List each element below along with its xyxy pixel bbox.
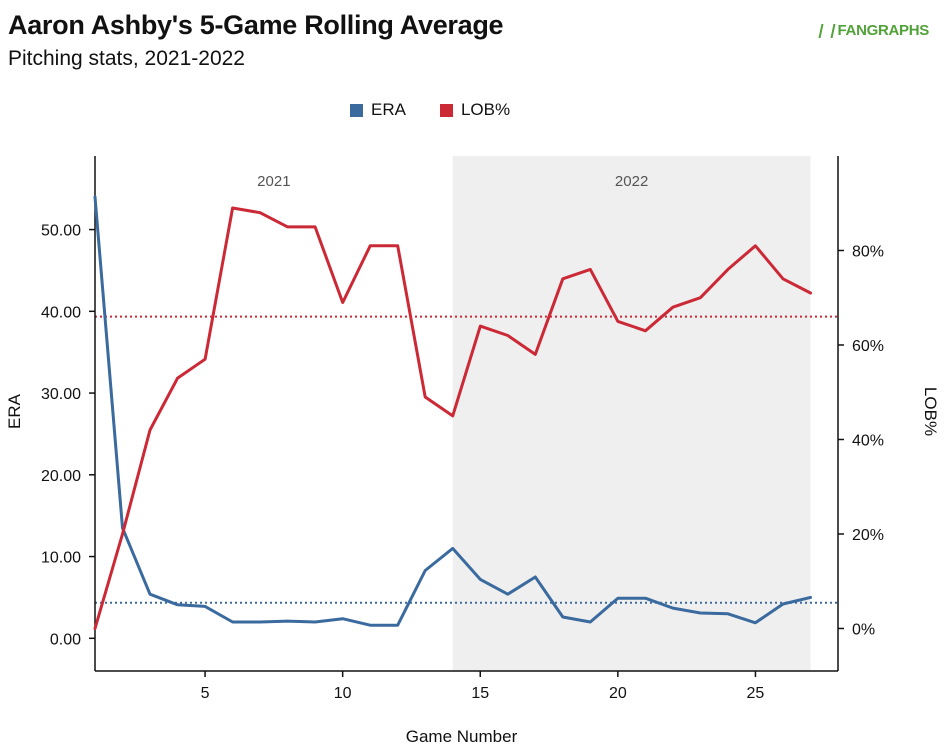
legend-item-lob: LOB% [439, 100, 511, 120]
mean-lines-layer [95, 315, 838, 604]
axes-layer [89, 156, 844, 677]
y-left-tick-label-30: 30.00 [41, 386, 81, 403]
fangraphs-logo: FANGRAPHS [818, 22, 930, 39]
y-left-tick-label-0: 0.00 [50, 631, 81, 648]
y-right-tick-label-0: 0% [852, 621, 875, 638]
series-lines-layer [93, 195, 812, 630]
legend-item-era: ERA [350, 100, 406, 120]
y-axis-title-left: ERA [5, 393, 24, 429]
legend-label-lob: LOB% [460, 100, 511, 119]
legend-label-era: ERA [371, 100, 406, 119]
season-shading-layer [452, 156, 811, 671]
y-left-tick-label-40: 40.00 [41, 304, 81, 321]
series-line-era [93, 195, 812, 627]
chart-subtitle: Pitching stats, 2021-2022 [8, 47, 245, 70]
series-line-lob-pct [93, 206, 812, 630]
season-label-2022: 2022 [615, 173, 648, 190]
y-right-tick-label-40: 40% [852, 432, 884, 449]
legend-swatch-lob [439, 103, 453, 117]
season-shading-2022 [452, 156, 811, 671]
y-right-tick-label-60: 60% [852, 338, 884, 355]
x-axis-title: Game Number [406, 727, 518, 746]
x-tick-label-20: 20 [609, 685, 627, 702]
labels-layer: 2021 2022 5 10 15 20 25 0.00 10.00 20.00 30.00 40.0… [5, 173, 940, 746]
fangraphs-logo-text: FANGRAPHS [837, 22, 930, 39]
y-right-tick-label-80: 80% [852, 243, 884, 260]
legend-swatch-era [350, 103, 363, 117]
legend: ERA LOB% [350, 100, 510, 120]
season-label-2021: 2021 [257, 173, 290, 190]
y-axis-title-right: LOB% [921, 387, 940, 436]
x-tick-label-5: 5 [201, 685, 210, 702]
y-left-tick-label-10: 10.00 [41, 550, 81, 567]
x-tick-label-10: 10 [334, 685, 352, 702]
x-tick-label-15: 15 [471, 685, 489, 702]
y-left-tick-label-50: 50.00 [41, 223, 81, 240]
y-right-tick-label-20: 20% [852, 527, 884, 544]
y-left-tick-label-20: 20.00 [41, 468, 81, 485]
x-tick-label-25: 25 [747, 685, 765, 702]
chart-title: Aaron Ashby's 5-Game Rolling Average [8, 10, 504, 40]
